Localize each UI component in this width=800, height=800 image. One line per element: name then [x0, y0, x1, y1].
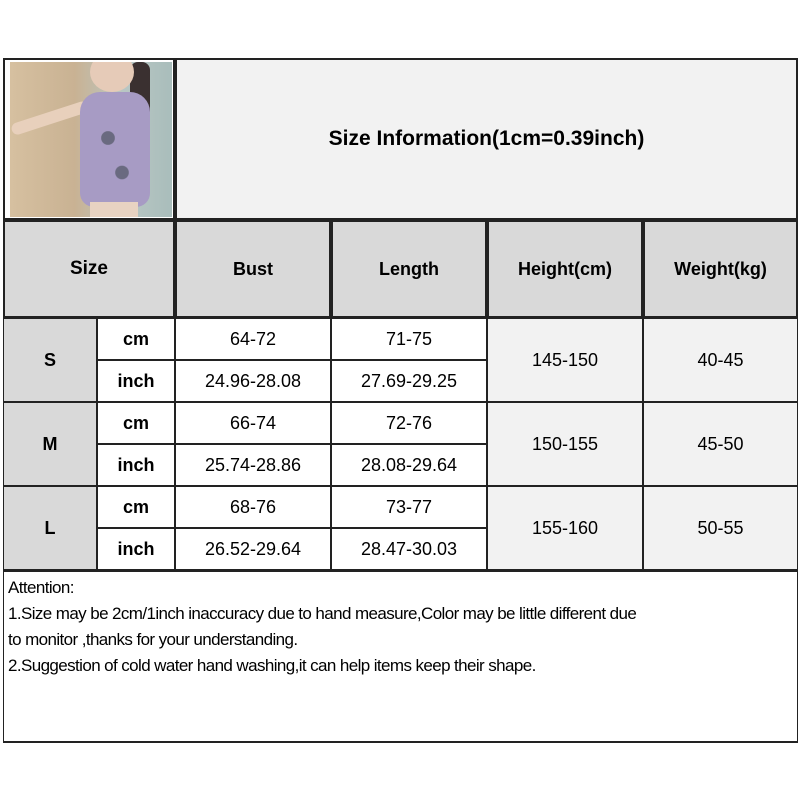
weight-range: 50-55 — [643, 486, 798, 570]
bust-cm: 68-76 — [175, 486, 331, 528]
height-range: 155-160 — [487, 486, 643, 570]
weight-range: 40-45 — [643, 318, 798, 402]
note-1-continued: to monitor ,thanks for your understandin… — [8, 630, 298, 649]
height-range: 150-155 — [487, 402, 643, 486]
size-label: L — [3, 486, 97, 570]
dress-image-icon — [10, 62, 172, 217]
size-label: S — [3, 318, 97, 402]
unit-cm: cm — [97, 318, 175, 360]
header-size: Size — [3, 220, 175, 318]
header-weight: Weight(kg) — [643, 220, 798, 318]
height-range: 145-150 — [487, 318, 643, 402]
product-photo — [3, 58, 175, 220]
bust-cm: 64-72 — [175, 318, 331, 360]
unit-inch: inch — [97, 528, 175, 570]
length-cm: 73-77 — [331, 486, 487, 528]
size-info-title: Size Information(1cm=0.39inch) — [175, 58, 798, 220]
length-inch: 28.47-30.03 — [331, 528, 487, 570]
unit-inch: inch — [97, 444, 175, 486]
unit-cm: cm — [97, 402, 175, 444]
length-inch: 27.69-29.25 — [331, 360, 487, 402]
bust-inch: 24.96-28.08 — [175, 360, 331, 402]
size-label: M — [3, 402, 97, 486]
length-inch: 28.08-29.64 — [331, 444, 487, 486]
unit-inch: inch — [97, 360, 175, 402]
header-length: Length — [331, 220, 487, 318]
unit-cm: cm — [97, 486, 175, 528]
bust-inch: 25.74-28.86 — [175, 444, 331, 486]
notes-heading: Attention: — [8, 578, 74, 597]
note-2: 2.Suggestion of cold water hand washing,… — [8, 656, 536, 675]
bust-cm: 66-74 — [175, 402, 331, 444]
header-height: Height(cm) — [487, 220, 643, 318]
bust-inch: 26.52-29.64 — [175, 528, 331, 570]
weight-range: 45-50 — [643, 402, 798, 486]
length-cm: 72-76 — [331, 402, 487, 444]
header-bust: Bust — [175, 220, 331, 318]
length-cm: 71-75 — [331, 318, 487, 360]
note-1: 1.Size may be 2cm/1inch inaccuracy due t… — [8, 604, 637, 623]
attention-notes: Attention: 1.Size may be 2cm/1inch inacc… — [3, 570, 798, 743]
